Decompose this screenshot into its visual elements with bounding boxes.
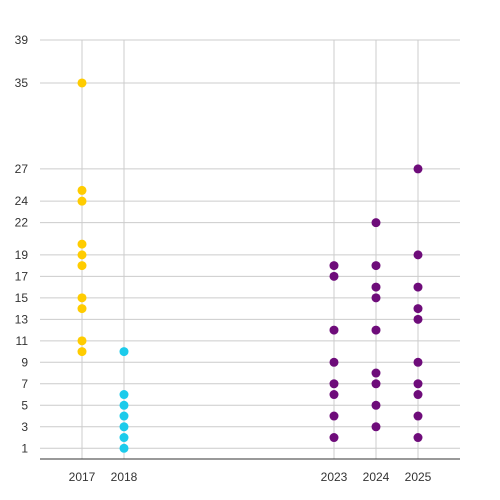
data-point-s2-2024-7 <box>371 379 381 389</box>
data-point-s2-2025-19 <box>413 250 423 260</box>
y-tick-label-11: 11 <box>16 334 29 348</box>
y-tick-label-39: 39 <box>15 33 29 47</box>
y-tick-label-7: 7 <box>21 377 28 391</box>
data-point-s2-2023-18 <box>329 261 339 271</box>
data-point-s0-2017-11 <box>77 336 87 346</box>
data-point-s1-2018-1 <box>119 443 129 453</box>
data-point-s0-2017-20 <box>77 239 87 249</box>
data-point-s1-2018-6 <box>119 390 129 400</box>
data-point-s2-2025-14 <box>413 304 423 314</box>
y-tick-label-27: 27 <box>15 162 29 176</box>
x-tick-label-2025: 2025 <box>405 470 432 484</box>
y-tick-label-15: 15 <box>15 291 29 305</box>
data-point-s0-2017-24 <box>77 196 87 206</box>
data-point-s0-2017-25 <box>77 185 87 195</box>
data-point-s2-2023-2 <box>329 433 339 443</box>
data-point-s2-2024-18 <box>371 261 381 271</box>
data-point-s2-2025-2 <box>413 433 423 443</box>
x-tick-label-2017: 2017 <box>69 470 96 484</box>
data-point-s2-2025-13 <box>413 314 423 324</box>
gridlines <box>40 39 460 459</box>
data-point-s0-2017-18 <box>77 261 87 271</box>
data-point-s1-2018-4 <box>119 411 129 421</box>
data-point-s2-2023-17 <box>329 271 339 281</box>
data-point-s2-2025-9 <box>413 357 423 367</box>
data-point-s2-2023-4 <box>329 411 339 421</box>
x-axis-tick-labels: 2017 2018 2023 2024 2025 <box>69 470 432 484</box>
data-point-s2-2023-7 <box>329 379 339 389</box>
data-points <box>77 78 423 453</box>
data-point-s0-2017-15 <box>77 293 87 303</box>
data-point-s1-2018-10 <box>119 347 129 357</box>
data-point-s0-2017-35 <box>77 78 87 88</box>
y-tick-label-3: 3 <box>21 420 28 434</box>
data-point-s2-2024-15 <box>371 293 381 303</box>
x-tick-label-2024: 2024 <box>363 470 390 484</box>
data-point-s1-2018-2 <box>119 433 129 443</box>
y-tick-label-19: 19 <box>15 248 29 262</box>
x-tick-label-2018: 2018 <box>111 470 138 484</box>
data-point-s2-2025-6 <box>413 390 423 400</box>
data-point-s2-2023-6 <box>329 390 339 400</box>
data-point-s1-2018-5 <box>119 400 129 410</box>
data-point-s2-2023-9 <box>329 357 339 367</box>
data-point-s2-2024-3 <box>371 422 381 432</box>
data-point-s2-2024-8 <box>371 368 381 378</box>
data-point-s0-2017-19 <box>77 250 87 260</box>
x-tick-label-2023: 2023 <box>321 470 348 484</box>
data-point-s1-2018-3 <box>119 422 129 432</box>
y-tick-label-13: 13 <box>15 312 29 326</box>
data-point-s2-2024-16 <box>371 282 381 292</box>
y-tick-label-5: 5 <box>21 398 28 412</box>
data-point-s2-2025-16 <box>413 282 423 292</box>
y-tick-label-9: 9 <box>21 355 28 369</box>
y-tick-label-1: 1 <box>21 441 28 455</box>
y-tick-label-24: 24 <box>15 194 29 208</box>
y-tick-label-35: 35 <box>15 76 29 90</box>
data-point-s2-2024-22 <box>371 218 381 228</box>
data-point-s2-2025-4 <box>413 411 423 421</box>
data-point-s2-2025-7 <box>413 379 423 389</box>
y-tick-label-17: 17 <box>15 269 29 283</box>
data-point-s2-2024-12 <box>371 325 381 335</box>
y-tick-label-22: 22 <box>15 216 29 230</box>
data-point-s2-2025-27 <box>413 164 423 174</box>
data-point-s0-2017-14 <box>77 304 87 314</box>
data-point-s0-2017-10 <box>77 347 87 357</box>
data-point-s2-2023-12 <box>329 325 339 335</box>
data-point-s2-2024-5 <box>371 400 381 410</box>
